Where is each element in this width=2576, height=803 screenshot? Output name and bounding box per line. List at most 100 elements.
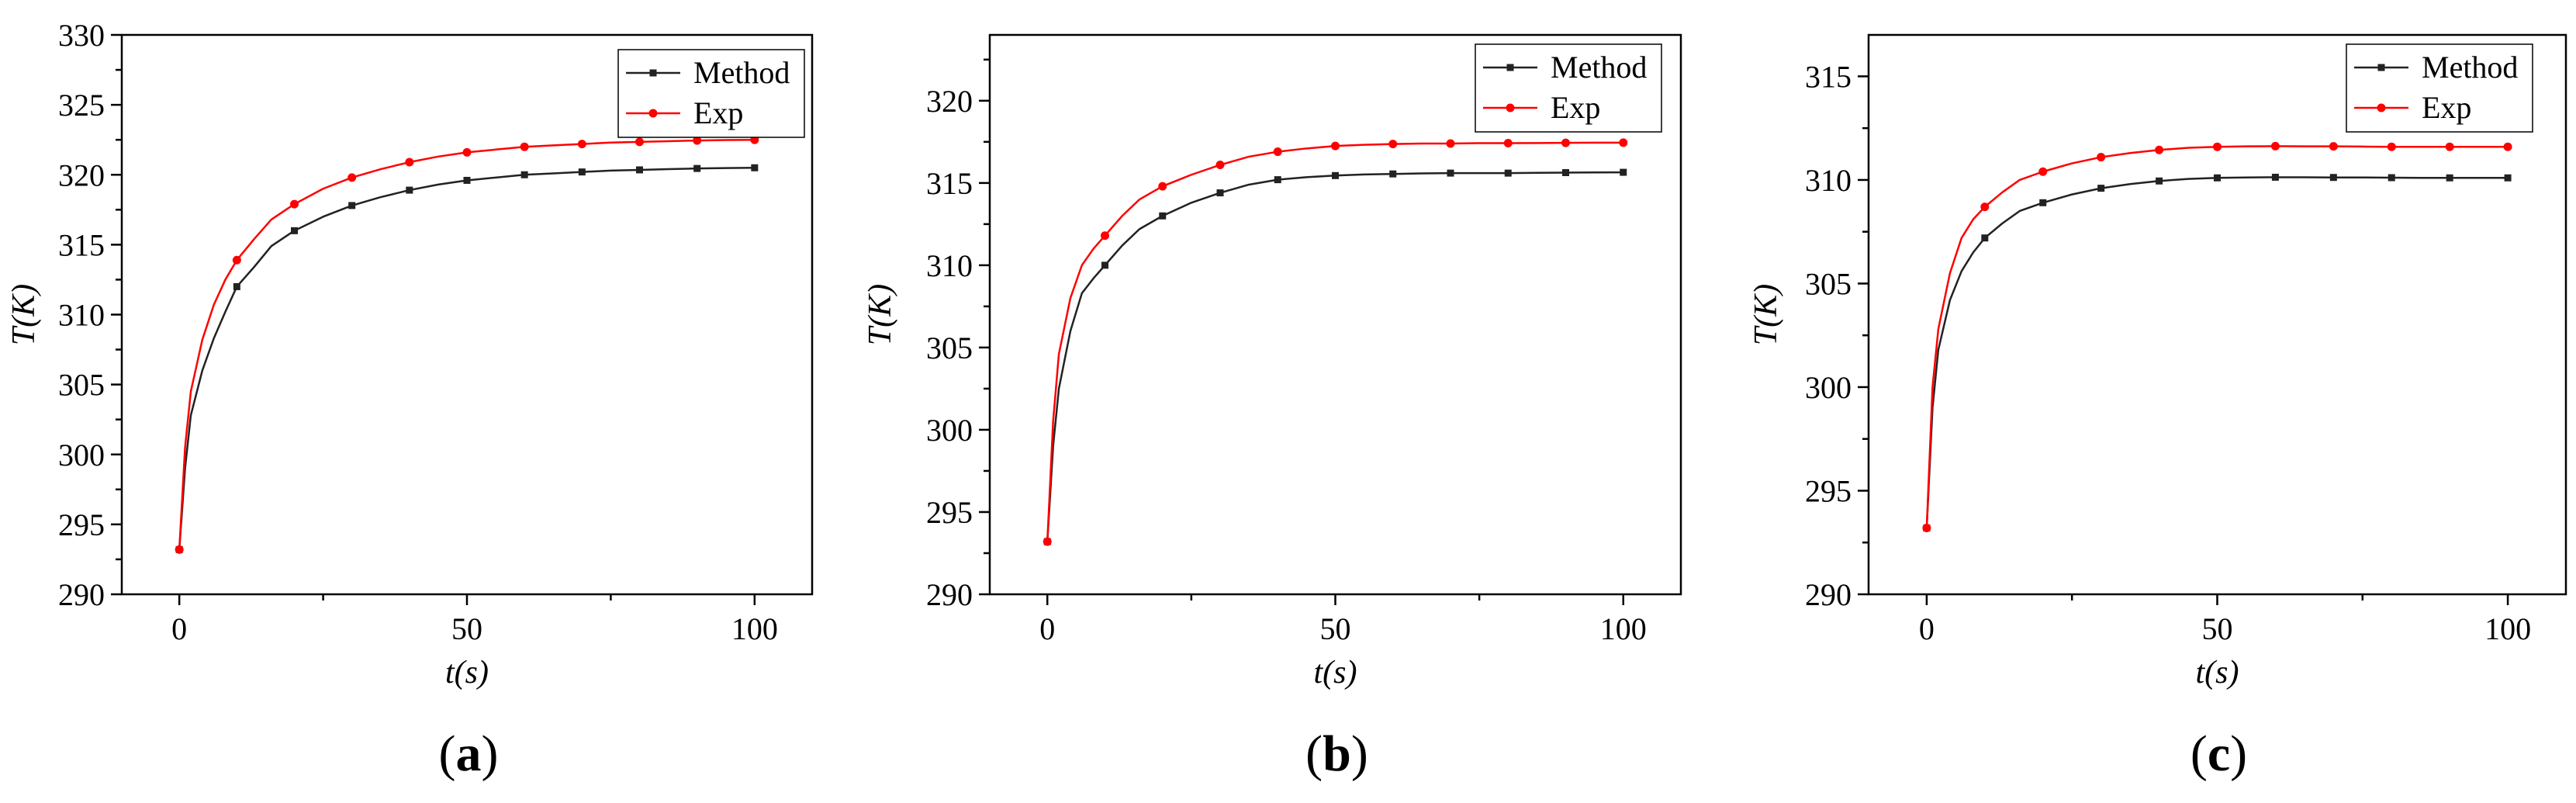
y-tick-label: 290 (926, 577, 973, 612)
data-point-method (1101, 261, 1108, 269)
y-tick-label: 320 (926, 84, 973, 119)
series-line-method (178, 166, 755, 550)
caption-letter: b (1323, 725, 1351, 782)
data-point-exp (232, 255, 241, 265)
x-tick-label: 0 (171, 611, 187, 646)
data-point-exp (693, 136, 702, 145)
caption-paren-close: ) (482, 725, 499, 782)
legend-marker-method (649, 69, 657, 77)
data-point-method (2446, 174, 2453, 182)
data-point-exp (1922, 524, 1931, 533)
caption-letter: c (2208, 725, 2230, 782)
data-point-exp (635, 137, 644, 147)
series-line-exp (178, 138, 755, 550)
y-tick-label: 300 (926, 413, 973, 448)
legend-label-method: Method (1551, 50, 1647, 85)
data-point-method (751, 164, 759, 171)
data-point-method (2271, 173, 2279, 181)
data-point-method (578, 168, 586, 176)
data-point-exp (2445, 142, 2454, 151)
legend-label-exp: Exp (1551, 90, 1600, 125)
data-point-method (1332, 171, 1339, 179)
legend-box (2346, 43, 2533, 133)
data-point-method (2156, 177, 2163, 185)
data-point-exp (2270, 141, 2280, 151)
y-tick-label: 310 (58, 298, 105, 333)
legend-box (1475, 43, 1662, 133)
y-tick-label: 295 (58, 507, 105, 542)
chart-panel-a: 0 50 100 290 295 300 305 310 315 320 325 330 t(s) T(K… (6, 18, 814, 782)
legend: Method Exp (1475, 43, 1662, 133)
data-point-method (1562, 168, 1569, 176)
data-point-exp (1273, 147, 1282, 157)
data-point-method (2504, 174, 2512, 182)
legend-marker-exp (1506, 103, 1515, 112)
data-point-method (1504, 169, 1512, 177)
x-tick-label: 50 (1320, 611, 1351, 646)
data-point-exp (2097, 153, 2106, 162)
y-tick-label: 310 (926, 248, 973, 283)
x-tick-label: 100 (731, 611, 778, 646)
data-point-method (348, 202, 356, 209)
data-point-exp (1043, 537, 1052, 546)
data-point-method (1620, 168, 1627, 176)
data-point-exp (1980, 202, 1990, 212)
y-tick-label: 320 (58, 157, 105, 192)
panel-caption: (b) (1305, 725, 1368, 782)
data-point-method (1981, 234, 1989, 242)
data-point-exp (1446, 139, 1455, 148)
y-tick-label: 330 (58, 18, 105, 53)
caption-paren-close: ) (1351, 725, 1368, 782)
legend-marker-exp (648, 109, 658, 118)
data-point-exp (2155, 145, 2164, 154)
legend-label-method: Method (2422, 50, 2518, 85)
legend-label-exp: Exp (693, 95, 743, 130)
data-point-exp (2038, 167, 2048, 176)
data-point-exp (520, 142, 529, 151)
data-point-exp (348, 173, 357, 182)
data-point-method (693, 164, 701, 172)
data-point-exp (1503, 139, 1513, 148)
y-axis-label: T(K) (1748, 284, 1784, 345)
data-point-method (463, 176, 471, 184)
data-point-method (1274, 176, 1281, 184)
y-tick-label: 305 (58, 368, 105, 403)
data-point-exp (462, 147, 472, 157)
y-axis-label: T(K) (6, 284, 42, 345)
data-point-exp (2387, 142, 2396, 151)
y-tick-label: 315 (926, 166, 973, 201)
data-point-exp (405, 157, 414, 167)
caption-letter: a (456, 725, 482, 782)
y-tick-label: 310 (1805, 163, 1852, 198)
y-tick-label: 305 (926, 331, 973, 365)
data-point-method (2329, 174, 2337, 182)
data-point-method (636, 166, 643, 174)
legend-box (617, 49, 805, 138)
x-axis-label: t(s) (1314, 655, 1357, 691)
legend-label-exp: Exp (2422, 90, 2471, 125)
data-point-exp (1215, 161, 1225, 170)
legend: Method Exp (617, 49, 805, 138)
data-point-exp (2503, 142, 2512, 151)
legend: Method Exp (2346, 43, 2533, 133)
caption-paren-close: ) (2230, 725, 2247, 782)
y-tick-label: 295 (926, 495, 973, 530)
data-point-method (2388, 174, 2395, 182)
y-tick-label: 290 (1805, 577, 1852, 612)
data-point-exp (1561, 138, 1570, 147)
data-point-method (291, 227, 298, 234)
data-point-exp (577, 140, 586, 149)
chart-panel-c: 0 50 100 290 295 300 305 310 315 t(s) T(K) Method Ex… (1748, 33, 2567, 782)
legend-marker-exp (2377, 103, 2386, 112)
data-point-exp (2329, 142, 2338, 151)
x-axis-label: t(s) (445, 655, 489, 691)
data-point-exp (1331, 141, 1340, 151)
series-line-method (1925, 176, 2509, 528)
y-tick-label: 325 (58, 88, 105, 123)
chart-panel-b: 0 50 100 290 295 300 305 310 315 320 t(s) T(K) Metho… (863, 33, 1682, 782)
legend-label-method: Method (693, 55, 790, 90)
panel-caption: (a) (439, 725, 499, 782)
series-line-method (1046, 171, 1623, 542)
y-tick-label: 305 (1805, 266, 1852, 301)
series-line-exp (1925, 145, 2509, 528)
